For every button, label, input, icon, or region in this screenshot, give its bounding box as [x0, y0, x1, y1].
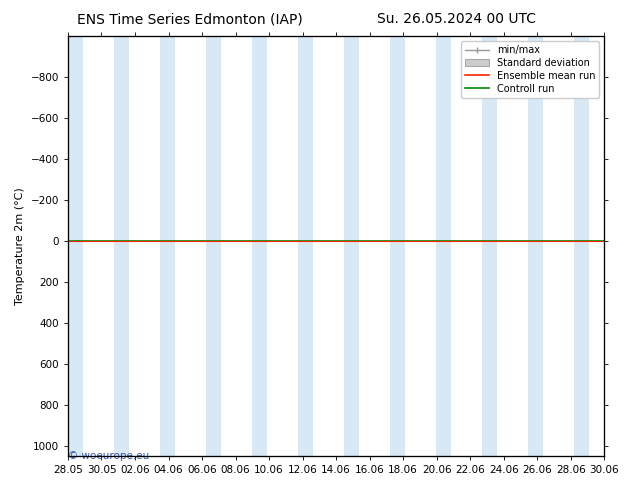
Bar [436, 36, 451, 456]
Bar [252, 36, 267, 456]
Bar [390, 36, 405, 456]
Bar [114, 36, 129, 456]
Bar [298, 36, 313, 456]
Text: ENS Time Series Edmonton (IAP): ENS Time Series Edmonton (IAP) [77, 12, 303, 26]
Bar [206, 36, 221, 456]
Bar [160, 36, 175, 456]
Bar [527, 36, 543, 456]
Bar [68, 36, 83, 456]
Y-axis label: Temperature 2m (°C): Temperature 2m (°C) [15, 187, 25, 305]
Bar [482, 36, 497, 456]
Text: Su. 26.05.2024 00 UTC: Su. 26.05.2024 00 UTC [377, 12, 536, 26]
Bar [344, 36, 359, 456]
Legend: min/max, Standard deviation, Ensemble mean run, Controll run: min/max, Standard deviation, Ensemble me… [461, 41, 599, 98]
Text: © woeurope.eu: © woeurope.eu [68, 451, 149, 461]
Bar [574, 36, 589, 456]
